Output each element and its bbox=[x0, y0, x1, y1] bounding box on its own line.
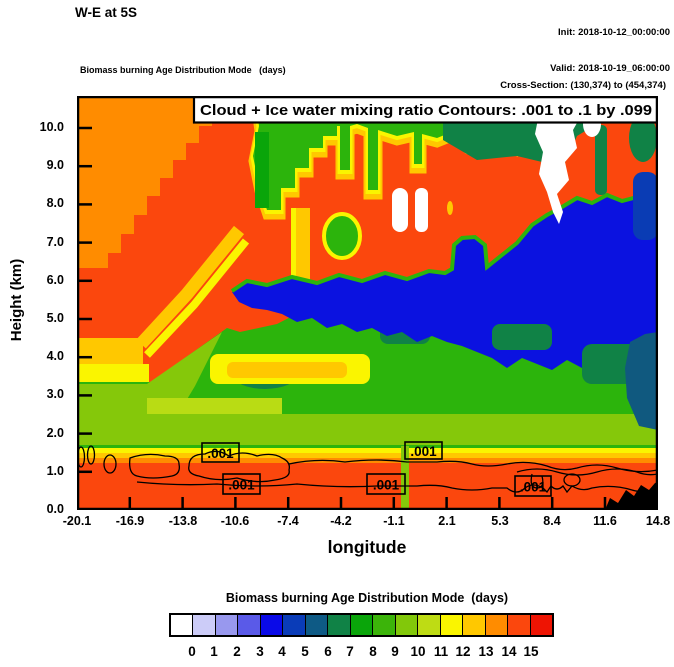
contour-label: .001 bbox=[228, 478, 255, 493]
plot-frame bbox=[77, 96, 658, 510]
x-tick-label: -4.2 bbox=[330, 514, 352, 528]
x-tick-label: 14.8 bbox=[645, 514, 671, 528]
y-tick-label: 2.0 bbox=[46, 426, 64, 440]
y-tick-label: 5.0 bbox=[46, 311, 64, 325]
colorbar-tick-label: 2 bbox=[233, 644, 241, 659]
contour-labels: .001 .001 .001 .001 .001 bbox=[201, 441, 552, 497]
contour-label: .001 bbox=[410, 444, 437, 459]
x-tick-label: -10.6 bbox=[220, 514, 250, 528]
colorbar-tick-label: 10 bbox=[410, 644, 426, 659]
blue-region bbox=[232, 196, 658, 370]
colorbar-tick-label: 11 bbox=[433, 644, 449, 659]
x-tick-label: 5.3 bbox=[491, 514, 509, 528]
colorbar-tick-label: 9 bbox=[391, 644, 399, 659]
y-tick-label: 4.0 bbox=[46, 349, 64, 363]
colorbar-swatch bbox=[259, 615, 283, 635]
contour-label: .001 bbox=[207, 446, 234, 461]
teal-region bbox=[625, 332, 658, 430]
y-tick-label: 1.0 bbox=[46, 464, 64, 478]
colorbar-swatch bbox=[237, 615, 260, 635]
y-tick-label: 7.0 bbox=[46, 235, 64, 249]
colorbar-tick-label: 7 bbox=[346, 644, 354, 659]
colorbar-swatch bbox=[372, 615, 395, 635]
cross-section-plot: .001 .001 .001 .001 .001 bbox=[77, 96, 658, 510]
x-axis-label: longitude bbox=[327, 537, 407, 557]
colorbar-swatch bbox=[192, 615, 215, 635]
x-tick-label: -16.9 bbox=[115, 514, 145, 528]
x-tick-label: -13.8 bbox=[168, 514, 198, 528]
cross-section-coords: Cross-Section: (130,374) to (454,374) bbox=[500, 80, 666, 91]
white-cloud-blobs bbox=[392, 96, 601, 232]
filled-contour-regions bbox=[77, 96, 658, 510]
colorbar-swatch bbox=[394, 615, 418, 635]
plot-title: Cloud + Ice water mixing ratio Contours:… bbox=[200, 102, 652, 119]
colorbar-tick-label: 0 bbox=[188, 644, 196, 659]
colorbar-swatch bbox=[349, 615, 373, 635]
y-tick-label: 8.0 bbox=[46, 196, 64, 210]
x-tick-label: -7.4 bbox=[277, 514, 299, 528]
x-tick-label: -20.1 bbox=[62, 514, 92, 528]
colorbar-swatch bbox=[529, 615, 552, 635]
y-tick-label: 0.0 bbox=[46, 502, 64, 516]
contour-label: .001 bbox=[520, 480, 547, 495]
colorbar-swatch bbox=[304, 615, 328, 635]
colorbar bbox=[169, 613, 554, 637]
colorbar-title: Biomass burning Age Distribution Mode (d… bbox=[225, 591, 509, 605]
x-tick-label: 2.1 bbox=[438, 514, 456, 528]
model-times: Init: 2018-10-12_00:00:00 Valid: 2018-10… bbox=[550, 3, 670, 99]
plot-canvas: .001 .001 .001 .001 .001 bbox=[77, 96, 658, 510]
colorbar-tick-label: 1 bbox=[210, 644, 218, 659]
colorbar-swatch bbox=[282, 615, 305, 635]
orange-region bbox=[77, 96, 225, 268]
y-tick-label: 3.0 bbox=[46, 387, 64, 401]
colorbar-tick-label: 12 bbox=[455, 644, 471, 659]
colorbar-tick-label: 14 bbox=[501, 644, 517, 659]
terrain-silhouette bbox=[605, 482, 658, 510]
colorbar-swatch bbox=[462, 615, 485, 635]
y-tick-label: 6.0 bbox=[46, 273, 64, 287]
colorbar-swatch bbox=[214, 615, 238, 635]
colorbar-swatch bbox=[439, 615, 463, 635]
y-tick-label: 9.0 bbox=[46, 158, 64, 172]
colorbar-swatch bbox=[171, 615, 193, 635]
colorbar-tick-label: 8 bbox=[369, 644, 377, 659]
page-title: W-E at 5S bbox=[75, 5, 137, 20]
contour-label: .001 bbox=[373, 478, 400, 493]
plot-title-box: Cloud + Ice water mixing ratio Contours:… bbox=[192, 96, 658, 124]
field-line-fill: Biomass burning Age Distribution Mode (d… bbox=[80, 65, 286, 75]
colorbar-swatch bbox=[507, 615, 530, 635]
x-tick-label: 11.6 bbox=[593, 514, 617, 528]
x-tick-label: -1.1 bbox=[383, 514, 405, 528]
colorbar-swatch bbox=[484, 615, 508, 635]
y-tick-label: 10.0 bbox=[39, 120, 64, 134]
colorbar-tick-label: 15 bbox=[523, 644, 539, 659]
valid-time-label: Valid: 2018-10-19_06:00:00 bbox=[550, 63, 670, 74]
colorbar-tick-label: 4 bbox=[278, 644, 286, 659]
x-tick-label: 8.4 bbox=[543, 514, 561, 528]
colorbar-swatch bbox=[327, 615, 350, 635]
colorbar-tick-label: 13 bbox=[478, 644, 494, 659]
init-time-label: Init: 2018-10-12_00:00:00 bbox=[558, 27, 670, 38]
colorbar-tick-label: 6 bbox=[324, 644, 332, 659]
y-axis-label: Height (km) bbox=[8, 258, 25, 342]
colorbar-tick-label: 5 bbox=[301, 644, 309, 659]
colorbar-swatch bbox=[417, 615, 440, 635]
colorbar-tick-label: 3 bbox=[256, 644, 264, 659]
